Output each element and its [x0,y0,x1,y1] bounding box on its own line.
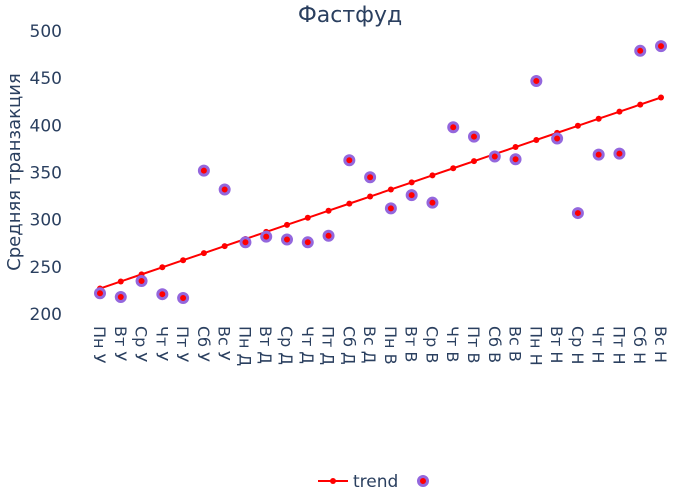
data-point[interactable] [343,154,356,167]
data-point[interactable] [551,132,564,145]
x-tick-label: Сб Д [339,326,358,365]
x-tick-label: Ср В [422,326,441,363]
data-point[interactable] [405,189,418,202]
data-point[interactable] [364,171,377,184]
legend-trend-swatch-marker [330,478,336,484]
trend-point [325,207,332,214]
x-tick-label: Пн В [381,326,400,365]
trend-point [471,158,477,165]
y-tick-label: 400 [30,116,62,136]
data-point[interactable] [509,153,522,166]
data-point[interactable] [592,148,605,161]
x-axis-ticks: Пн У Вт У Ср У Чт У Пт У Сб У Вс У Пн Д Вт Д Ср Д… [90,326,670,366]
trend-point [221,243,228,250]
x-tick-label: Вс Д [360,326,379,363]
trend-point [616,108,623,115]
x-tick-label: Чт Д [298,326,317,364]
trend-point [117,278,124,285]
x-tick-label: Пт Д [319,326,338,365]
legend-scatter-swatch[interactable] [417,475,429,487]
data-point[interactable] [218,183,231,196]
data-point[interactable] [239,236,252,249]
data-point[interactable] [530,74,543,87]
legend-trend-label[interactable]: trend [353,472,398,492]
data-point[interactable] [260,230,273,243]
data-point[interactable] [177,291,190,304]
x-tick-label: Сб Н [630,326,649,364]
x-tick-label: Вт В [402,326,421,362]
y-tick-label: 300 [30,211,62,231]
x-tick-label: Сб В [485,326,504,363]
trend-point [450,165,457,172]
y-tick-label: 350 [30,164,62,184]
x-tick-label: Пн У [90,326,109,364]
trend-point [408,179,415,186]
x-tick-label: Ср У [132,326,151,362]
data-point[interactable] [613,147,626,160]
trend-point [387,186,394,193]
data-point[interactable] [571,207,584,220]
y-tick-label: 500 [30,22,62,42]
trend-point [367,193,374,200]
plot-area [94,40,667,304]
chart-title: Фастфуд [298,3,402,28]
x-tick-label: Пт В [464,326,483,363]
data-point[interactable] [301,236,314,249]
x-tick-label: Ср Н [568,326,587,364]
x-tick-label: Вс Н [651,326,670,363]
data-point[interactable] [322,229,335,242]
trend-point [159,264,166,271]
data-point[interactable] [426,196,439,209]
trend-point [304,214,311,221]
x-tick-label: Вс В [506,326,525,362]
x-tick-label: Вт Н [547,326,566,363]
x-tick-label: Пн Н [526,326,545,366]
data-point[interactable] [94,287,106,300]
trend-point [658,94,664,101]
x-tick-label: Пт У [173,326,192,362]
data-point[interactable] [447,121,460,134]
data-point[interactable] [488,150,501,163]
trend-point [346,200,353,207]
trend-point [429,172,436,179]
trend-point [180,257,187,264]
x-tick-label: Ср Д [277,326,296,365]
trend-point [200,250,207,257]
data-point[interactable] [156,288,169,301]
y-axis-label: Средняя транзакция [4,73,25,271]
x-tick-label: Вс У [215,326,234,361]
legend[interactable]: trend [318,472,429,492]
data-point[interactable] [634,44,647,57]
data-point[interactable] [135,274,148,287]
trend-point [574,122,581,129]
y-tick-label: 450 [30,69,62,89]
trend-point [595,115,602,122]
trend-point [284,221,290,228]
data-point[interactable] [384,202,397,215]
trend-point [637,101,644,108]
y-tick-label: 200 [30,305,62,325]
x-tick-label: Пн Д [235,326,254,366]
y-tick-label: 250 [30,258,62,278]
data-point[interactable] [468,130,480,143]
y-axis-ticks: 200 250 300 350 400 450 500 [30,22,62,325]
trend-point [533,136,540,143]
x-tick-label: Сб У [194,326,213,362]
data-point[interactable] [281,233,293,246]
data-point[interactable] [655,40,667,53]
x-tick-label: Чт У [152,326,171,361]
x-tick-label: Чт В [443,326,462,362]
x-tick-label: Вт У [111,326,130,361]
x-tick-label: Пт Н [609,326,628,364]
data-point[interactable] [114,291,127,304]
data-point[interactable] [197,164,210,177]
x-tick-label: Вт Д [256,326,275,364]
x-tick-label: Чт Н [589,326,608,363]
trend-line [99,96,662,290]
trend-point [512,144,519,151]
